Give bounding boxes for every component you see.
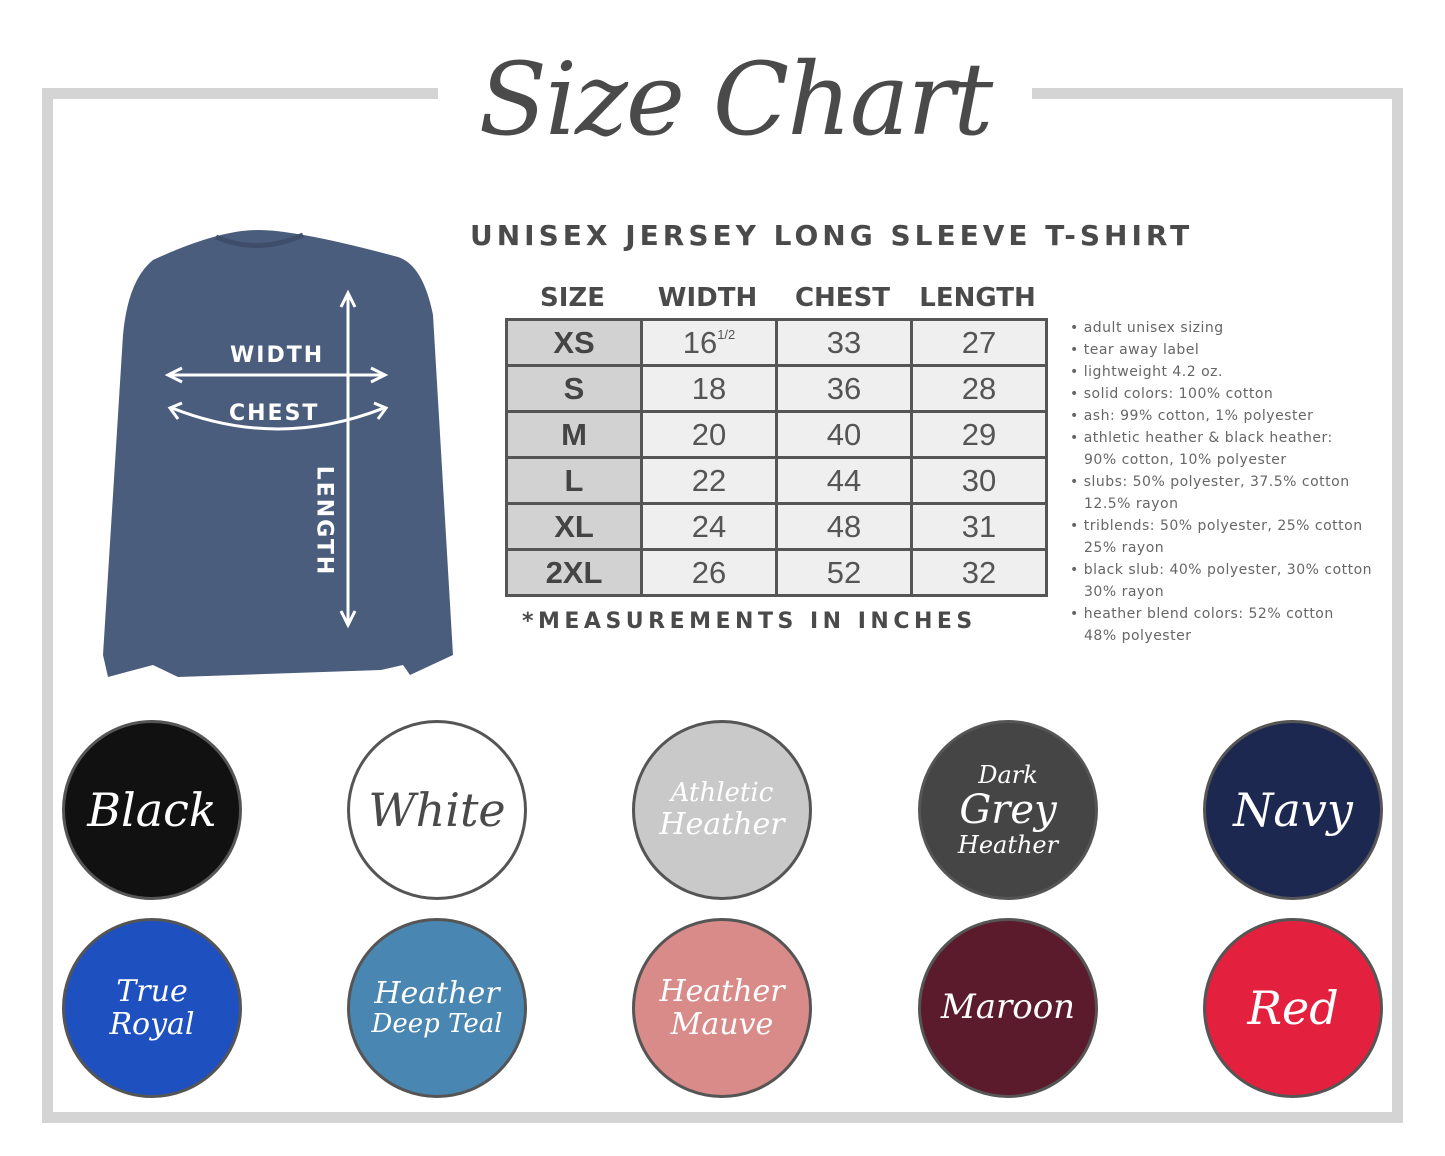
color-swatch-navy[interactable]: Navy	[1203, 720, 1383, 900]
cell-length: 32	[910, 548, 1048, 597]
feature-item: black slub: 40% polyester, 30% cotton	[1070, 559, 1435, 581]
cell-length: 28	[910, 364, 1048, 413]
feature-item: solid colors: 100% cotton	[1070, 383, 1435, 405]
color-name: Red	[1247, 980, 1339, 1035]
feature-item: triblends: 50% polyester, 25% cotton	[1070, 515, 1435, 537]
feature-item: slubs: 50% polyester, 37.5% cotton	[1070, 471, 1435, 493]
feature-continuation: 90% cotton, 10% polyester	[1084, 452, 1287, 468]
color-name: Royal	[109, 1007, 195, 1042]
feature-continuation: 12.5% rayon	[1084, 496, 1179, 512]
color-name: True	[116, 974, 188, 1009]
color-name: Black	[87, 782, 217, 837]
table-row: XL 24 48 31	[505, 502, 1048, 551]
color-name: Athletic	[670, 778, 774, 809]
cell-size: XS	[505, 318, 643, 367]
length-label: LENGTH	[311, 465, 337, 577]
chest-label: CHEST	[229, 401, 320, 426]
color-name: Heather	[659, 806, 785, 842]
feature-item: adult unisex sizing	[1070, 317, 1435, 339]
feature-item: ash: 99% cotton, 1% polyester	[1070, 405, 1435, 427]
feature-continuation: 30% rayon	[1084, 584, 1165, 600]
color-swatch-true-royal[interactable]: True Royal	[62, 918, 242, 1098]
cell-chest: 33	[775, 318, 913, 367]
cell-chest: 48	[775, 502, 913, 551]
cell-width: 18	[640, 364, 778, 413]
color-name: Navy	[1233, 782, 1353, 837]
cell-size: M	[505, 410, 643, 459]
page-title: Size Chart	[478, 41, 994, 158]
table-row: S 18 36 28	[505, 364, 1048, 413]
shirt-illustration: WIDTH CHEST LENGTH	[98, 225, 458, 685]
color-name: Mauve	[670, 1007, 774, 1042]
feature-continuation: 25% rayon	[1084, 540, 1165, 556]
color-swatch-white[interactable]: White	[347, 720, 527, 900]
cell-width: 20	[640, 410, 778, 459]
cell-chest: 44	[775, 456, 913, 505]
color-name: Heather	[957, 831, 1059, 859]
cell-size: S	[505, 364, 643, 413]
color-swatch-black[interactable]: Black	[62, 720, 242, 900]
feature-item: lightweight 4.2 oz.	[1070, 361, 1435, 383]
color-name: Dark	[978, 760, 1038, 789]
table-row: L 22 44 30	[505, 456, 1048, 505]
feature-item: athletic heather & black heather:	[1070, 427, 1435, 449]
color-name: White	[368, 782, 506, 837]
cell-size: 2XL	[505, 548, 643, 597]
color-name: Heather	[374, 976, 500, 1012]
cell-size: L	[505, 456, 643, 505]
cell-length: 30	[910, 456, 1048, 505]
product-subtitle: UNISEX JERSEY LONG SLEEVE T-SHIRT	[470, 219, 1194, 252]
cell-chest: 36	[775, 364, 913, 413]
color-name: Deep Teal	[371, 1009, 503, 1040]
color-swatch-maroon[interactable]: Maroon	[918, 918, 1098, 1098]
color-swatch-heather-deep-teal[interactable]: Heather Deep Teal	[347, 918, 527, 1098]
cell-width: 24	[640, 502, 778, 551]
header-size: SIZE	[539, 283, 605, 313]
color-swatch-dark-grey-heather[interactable]: Dark Grey Heather	[918, 720, 1098, 900]
color-swatch-heather-mauve[interactable]: Heather Mauve	[632, 918, 812, 1098]
cell-length: 31	[910, 502, 1048, 551]
feature-item: tear away label	[1070, 339, 1435, 361]
cell-length: 29	[910, 410, 1048, 459]
measurement-note: *MEASUREMENTS IN INCHES	[522, 609, 977, 634]
cell-length: 27	[910, 318, 1048, 367]
feature-continuation: 48% polyester	[1084, 628, 1192, 644]
width-label: WIDTH	[230, 343, 325, 368]
table-row: XS 161/2 33 27	[505, 318, 1048, 367]
color-swatch-red[interactable]: Red	[1203, 918, 1383, 1098]
color-name: Grey	[959, 787, 1057, 833]
cell-width: 26	[640, 548, 778, 597]
product-features: adult unisex sizingtear away labellightw…	[1070, 317, 1435, 647]
header-length: LENGTH	[919, 283, 1036, 313]
cell-size: XL	[505, 502, 643, 551]
feature-item: heather blend colors: 52% cotton	[1070, 603, 1435, 625]
cell-chest: 40	[775, 410, 913, 459]
cell-width: 22	[640, 456, 778, 505]
table-row: M 20 40 29	[505, 410, 1048, 459]
color-swatch-athletic-heather[interactable]: Athletic Heather	[632, 720, 812, 900]
color-name: Heather	[659, 974, 785, 1009]
header-width: WIDTH	[657, 283, 758, 313]
color-name: Maroon	[940, 987, 1076, 1028]
header-chest: CHEST	[794, 283, 891, 313]
cell-chest: 52	[775, 548, 913, 597]
cell-width: 161/2	[640, 318, 778, 367]
size-table: XS 161/2 33 27 S 18 36 28 M 20 40 29 L 22 44 30 XL 24 48 31…	[505, 318, 1048, 597]
table-row: 2XL 26 52 32	[505, 548, 1048, 597]
